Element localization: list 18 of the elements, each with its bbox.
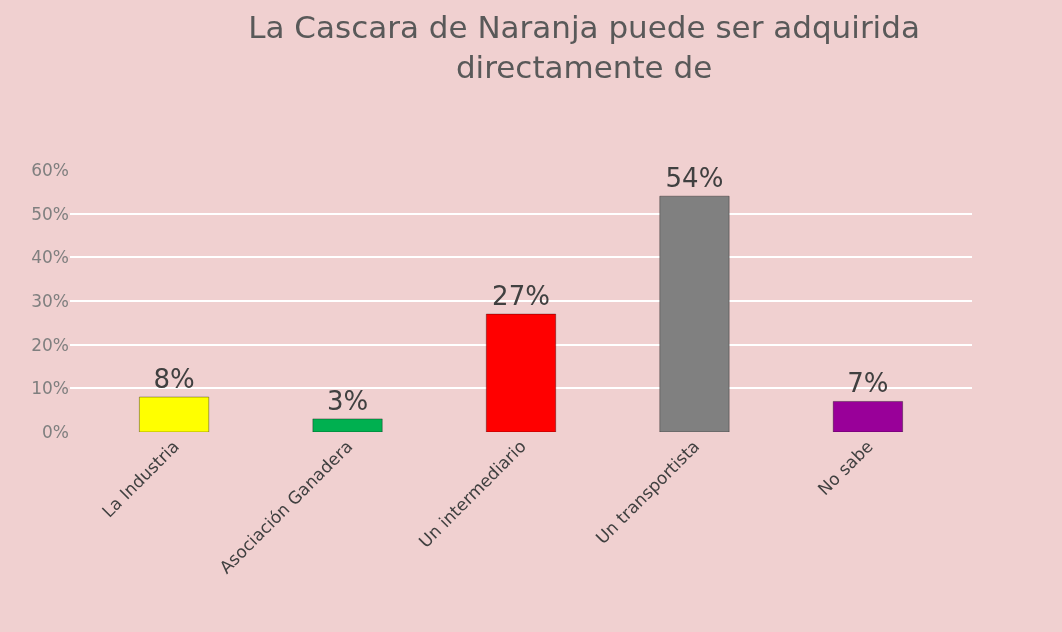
- y-tick-label: 60%: [31, 159, 69, 180]
- bar: [138, 396, 210, 432]
- y-tick-label: 40%: [31, 247, 69, 268]
- data-label: 27%: [492, 281, 550, 312]
- y-tick-label: 20%: [31, 334, 69, 355]
- bar: [312, 418, 383, 432]
- y-tick-label: 30%: [31, 290, 69, 311]
- bar: [832, 400, 904, 432]
- y-tick-label: 0%: [42, 421, 69, 442]
- data-label: 3%: [326, 385, 369, 416]
- chart-title: La Cascara de Naranja puede ser adquirida directamente de: [248, 8, 920, 86]
- bar: [485, 313, 557, 432]
- y-tick-label: 10%: [31, 378, 69, 399]
- data-label: 7%: [847, 368, 889, 399]
- y-tick-label: 50%: [31, 203, 69, 224]
- bar: [659, 195, 730, 432]
- data-label: 8%: [153, 364, 195, 395]
- data-label: 54%: [665, 163, 724, 194]
